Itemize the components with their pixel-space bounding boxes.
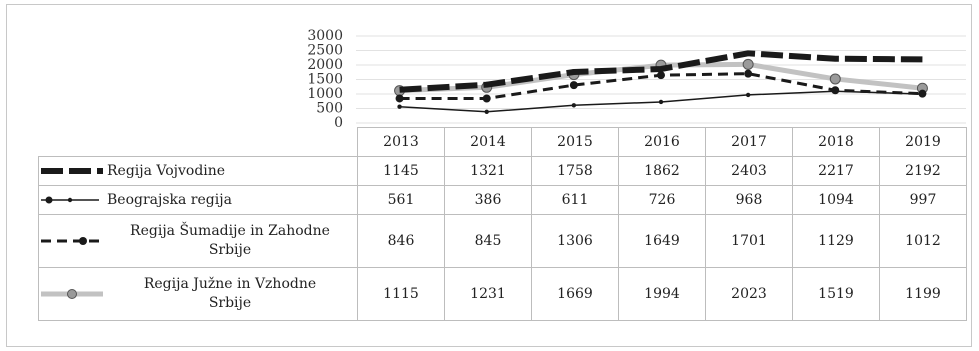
series-point <box>482 94 491 103</box>
table-cell: 1145 <box>357 156 445 186</box>
series-point <box>744 69 753 78</box>
legend-key-vojvodina <box>41 168 103 174</box>
year-header: 2015 <box>531 127 619 157</box>
series-point <box>742 58 754 70</box>
series-point <box>920 91 925 97</box>
legend-key-sumadija <box>41 237 99 245</box>
table-cell: 1649 <box>618 214 706 268</box>
legend-cell: Beograjska regija <box>38 185 358 215</box>
table-cell: 611 <box>531 185 619 215</box>
table-cell: 1012 <box>879 214 967 268</box>
y-tick-label: 0 <box>334 115 343 131</box>
data-table: 2013 2014 2015 2016 2017 2018 2019 Regij… <box>38 127 967 321</box>
table-cell: 1115 <box>357 267 445 321</box>
series-label-line: Regija Južne in Vzhodne <box>143 276 317 292</box>
legend-cell: Regija Južne in Vzhodne Srbije <box>38 267 358 321</box>
series-label-line: Srbije <box>208 242 252 258</box>
table-cell: 1231 <box>444 267 532 321</box>
year-header: 2019 <box>879 127 967 157</box>
table-cell: 1199 <box>879 267 967 321</box>
table-cell: 1306 <box>531 214 619 268</box>
table-cell: 2403 <box>705 156 793 186</box>
series-point <box>395 94 404 103</box>
table-cell: 561 <box>357 185 445 215</box>
table-cell: 2023 <box>705 267 793 321</box>
table-cell: 386 <box>444 185 532 215</box>
year-header: 2016 <box>618 127 706 157</box>
table-cell: 1701 <box>705 214 793 268</box>
year-header: 2017 <box>705 127 793 157</box>
legend-key-beograd <box>41 196 99 204</box>
y-tick-label: 1000 <box>307 86 343 102</box>
series-point <box>657 71 665 80</box>
table-cell: 1758 <box>531 156 619 186</box>
table-cell: 845 <box>444 214 532 268</box>
table-cell: 1519 <box>792 267 880 321</box>
table-corner <box>39 128 358 157</box>
table-row-sumadija: Regija Šumadije in Zahodne Srbije 846 84… <box>38 214 967 268</box>
table-cell: 1321 <box>444 156 532 186</box>
year-header: 2014 <box>444 127 532 157</box>
series-label: Regija Šumadije in Zahodne Srbije <box>105 222 357 260</box>
legend-cell: Regija Šumadije in Zahodne Srbije <box>38 214 358 268</box>
table-cell: 968 <box>705 185 793 215</box>
table-cell: 997 <box>879 185 967 215</box>
year-header: 2013 <box>357 127 445 157</box>
table-row-beograd: Beograjska regija 561 386 611 726 968 10… <box>38 185 967 215</box>
y-tick-label: 1500 <box>307 72 343 88</box>
series-point <box>829 73 841 85</box>
table-cell: 1862 <box>618 156 706 186</box>
series-label-line: Srbije <box>208 295 252 311</box>
legend-cell: Regija Vojvodine <box>38 156 358 186</box>
year-header: 2018 <box>792 127 880 157</box>
table-cell: 726 <box>618 185 706 215</box>
legend-key-juzna <box>41 289 103 299</box>
series-label: Regija Vojvodine <box>107 162 226 179</box>
table-cell: 2192 <box>879 156 967 186</box>
table-header-row: 2013 2014 2015 2016 2017 2018 2019 <box>39 127 967 157</box>
table-cell: 1129 <box>792 214 880 268</box>
series-point <box>833 89 838 94</box>
table-row-vojvodina: Regija Vojvodine 1145 1321 1758 1862 240… <box>38 156 967 186</box>
series-line <box>399 50 923 93</box>
y-tick-label: 2500 <box>307 43 343 59</box>
series-label: Regija Južne in Vzhodne Srbije <box>105 275 357 313</box>
series-point <box>484 109 489 115</box>
table-row-juzna: Regija Južne in Vzhodne Srbije 1115 1231… <box>38 267 967 321</box>
series-label-line: Regija Šumadije in Zahodne <box>130 223 330 239</box>
series-point <box>397 104 402 109</box>
table-cell: 2217 <box>792 156 880 186</box>
y-tick-label: 2000 <box>307 57 343 73</box>
y-tick-label: 3000 <box>307 28 343 44</box>
series-point <box>571 103 577 108</box>
table-cell: 1669 <box>531 267 619 321</box>
series-point <box>745 92 751 98</box>
series-point <box>658 99 664 105</box>
table-cell: 1094 <box>792 185 880 215</box>
table-cell: 1994 <box>618 267 706 321</box>
series-point <box>569 81 578 90</box>
table-cell: 846 <box>357 214 445 268</box>
y-tick-label: 500 <box>316 101 343 117</box>
series-label: Beograjska regija <box>107 191 232 208</box>
